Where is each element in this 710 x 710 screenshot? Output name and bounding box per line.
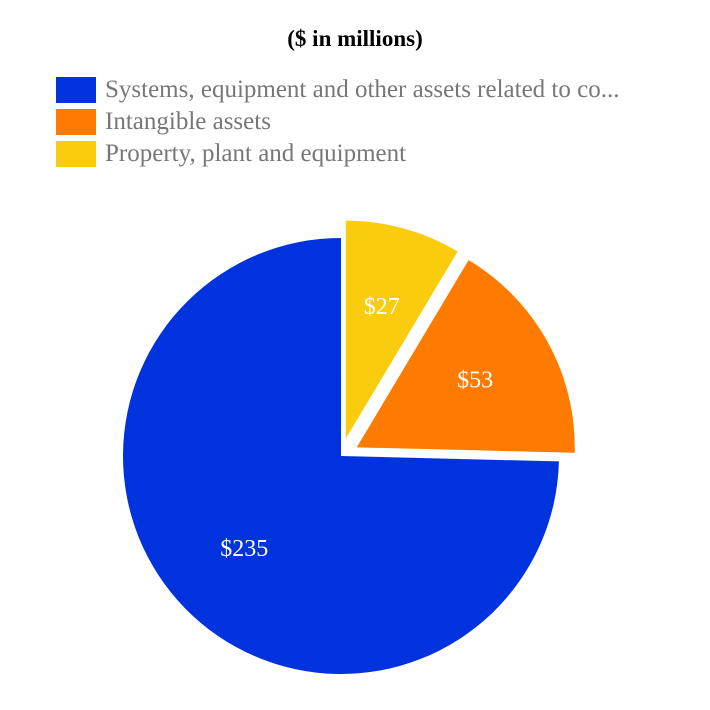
legend-label: Systems, equipment and other assets rela…: [105, 76, 620, 103]
legend: Systems, equipment and other assets rela…: [56, 74, 619, 170]
legend-swatch: [56, 109, 96, 135]
legend-item[interactable]: Property, plant and equipment: [56, 138, 619, 170]
slice-label: $235: [220, 536, 268, 562]
legend-item[interactable]: Intangible assets: [56, 106, 619, 138]
legend-label: Property, plant and equipment: [105, 140, 407, 167]
legend-swatch: [56, 77, 96, 103]
pie-slice[interactable]: [345, 220, 458, 439]
chart-title: ($ in millions): [287, 26, 423, 51]
pie-slice[interactable]: [356, 260, 575, 453]
pie-slice[interactable]: [122, 237, 559, 674]
slice-label: $27: [364, 294, 400, 320]
legend-label: Intangible assets: [105, 108, 271, 135]
legend-item[interactable]: Systems, equipment and other assets rela…: [56, 74, 619, 106]
slice-label: $53: [457, 368, 493, 394]
legend-swatch: [56, 141, 96, 167]
